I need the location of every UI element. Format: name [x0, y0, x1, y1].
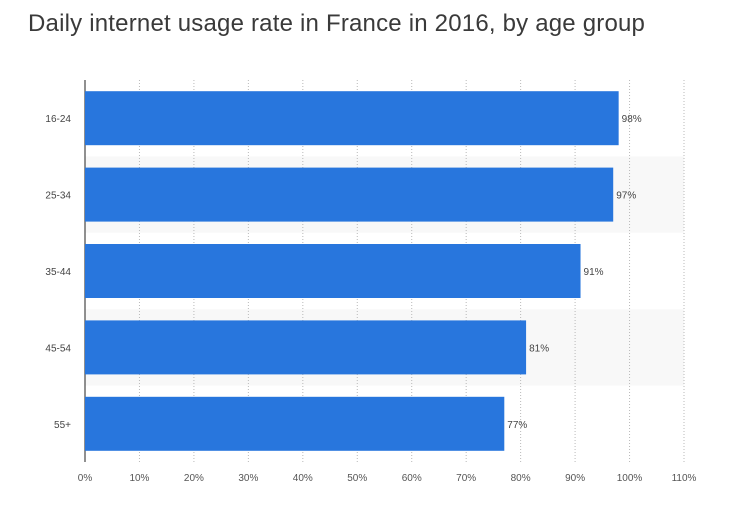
x-tick-label: 50%: [347, 473, 367, 484]
chart-title: Daily internet usage rate in France in 2…: [28, 10, 646, 37]
bar: [85, 244, 581, 298]
category-labels: 16-24 25-34 35-44 45-54 55+: [45, 114, 71, 431]
x-tick-label: 0%: [78, 473, 93, 484]
category-label: 55+: [54, 420, 71, 431]
bar: [85, 167, 614, 222]
data-labels: 98% 97% 91% 81% 77%: [507, 114, 641, 431]
x-tick-label: 90%: [565, 473, 585, 484]
x-tick-label: 110%: [672, 473, 697, 484]
bar-data-label: 97%: [616, 191, 636, 202]
bar-data-label: 81%: [529, 343, 549, 354]
x-axis-ticks: 0% 10% 20% 30% 40% 50% 60% 70% 80% 90% 100% 110%: [78, 473, 697, 484]
bar: [85, 91, 619, 146]
bar: [85, 396, 505, 451]
x-tick-label: 20%: [184, 473, 204, 484]
category-label: 25-34: [45, 191, 71, 202]
x-tick-label: 80%: [511, 473, 531, 484]
category-label: 45-54: [45, 343, 71, 354]
x-tick-label: 40%: [293, 473, 313, 484]
x-tick-label: 100%: [617, 473, 643, 484]
bar-data-label: 77%: [507, 420, 527, 431]
x-tick-label: 30%: [238, 473, 258, 484]
category-label: 35-44: [45, 267, 71, 278]
x-tick-label: 70%: [456, 473, 476, 484]
bar-data-label: 91%: [584, 267, 604, 278]
x-tick-label: 10%: [129, 473, 149, 484]
x-tick-label: 60%: [402, 473, 422, 484]
bars: [85, 91, 619, 451]
category-label: 16-24: [45, 114, 71, 125]
bar-data-label: 98%: [622, 114, 642, 125]
bar: [85, 320, 527, 375]
